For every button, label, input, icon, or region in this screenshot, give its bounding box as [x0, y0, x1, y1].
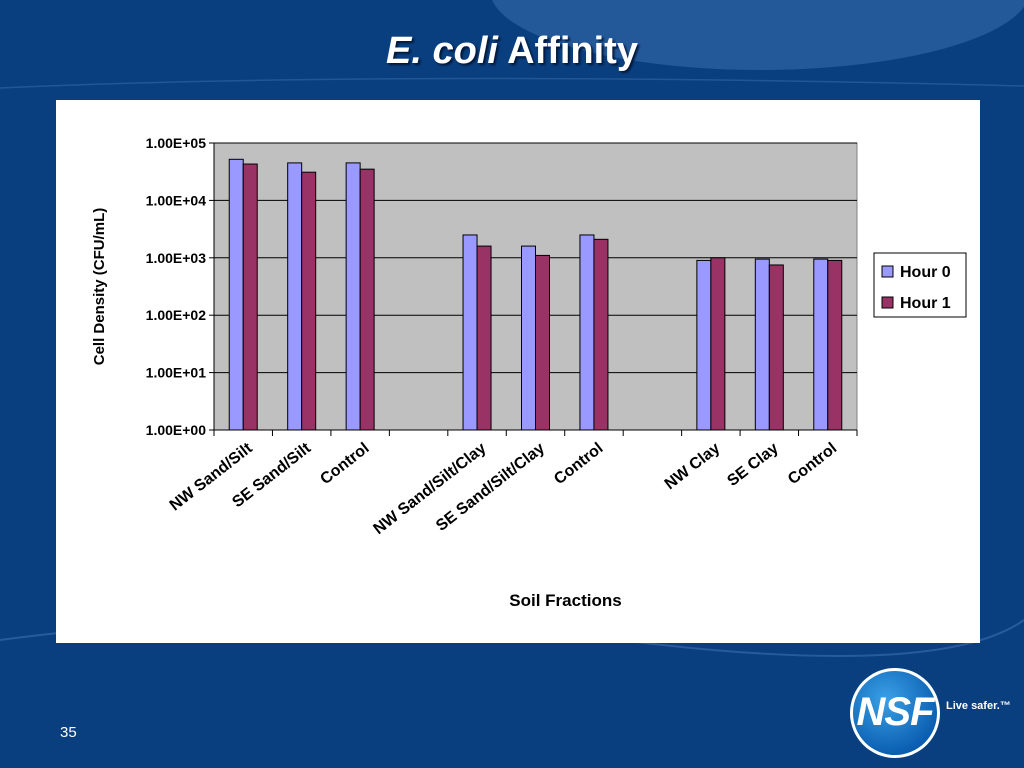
y-tick-label: 1.00E+01	[146, 365, 207, 381]
x-tick-label: NW Clay	[662, 440, 724, 493]
bar-hour-0	[345, 162, 361, 431]
y-tick-label: 1.00E+02	[146, 307, 207, 323]
bar-hour-0	[521, 245, 536, 431]
bar-hour-1	[827, 259, 843, 431]
y-axis-label: Cell Density (CFU/mL)	[91, 208, 108, 366]
bar-hour-1	[535, 254, 550, 431]
x-axis-label: Soil Fractions	[509, 591, 621, 610]
y-tick-label: 1.00E+04	[146, 192, 207, 208]
x-tick-label: Control	[785, 440, 840, 488]
bar-chart: 1.00E+00 1.00E+01 1.00E+02 1.00E+03 1.00E+04…	[91, 135, 967, 610]
slide-number: 35	[60, 724, 77, 741]
nsf-logo: NSF	[850, 668, 940, 758]
y-tick-label: 1.00E+03	[146, 250, 207, 266]
bar-hour-1	[768, 264, 784, 431]
x-tick-label: NW Sand/Silt/Clay	[370, 440, 489, 538]
bar-hour-0	[228, 158, 244, 431]
legend-label: Hour 0	[900, 264, 951, 281]
bar-hour-0	[579, 234, 595, 431]
bar-hour-1	[242, 163, 258, 431]
y-tick-label: 1.00E+05	[146, 135, 207, 151]
tagline: Live safer.™	[946, 700, 1011, 712]
x-tick-label: Control	[551, 440, 606, 488]
bar-hour-0	[462, 234, 478, 431]
bar-hour-1	[476, 245, 492, 431]
slide-title-italic: E. coli	[386, 30, 498, 72]
x-tick-label: SE Clay	[724, 440, 782, 490]
x-tick-label: Control	[317, 440, 372, 488]
bar-hour-0	[696, 259, 712, 431]
legend-swatch	[881, 296, 894, 309]
legend-label: Hour 1	[900, 295, 951, 312]
x-tick-label: SE Sand/Silt/Clay	[433, 440, 548, 535]
bar-hour-1	[710, 257, 726, 431]
y-tick-label: 1.00E+00	[146, 422, 207, 438]
bar-hour-1	[593, 238, 609, 431]
nsf-logo-text: NSF	[856, 690, 935, 734]
legend-swatch	[881, 265, 894, 278]
chart-panel: 1.00E+00 1.00E+01 1.00E+02 1.00E+03 1.00E+04…	[56, 100, 980, 643]
bar-hour-0	[813, 258, 829, 431]
bar-hour-0	[287, 162, 303, 431]
bar-hour-1	[359, 168, 375, 431]
bar-hour-0	[754, 258, 770, 431]
slide-title-rest: Affinity	[507, 30, 638, 72]
slide-title: E. coli Affinity	[0, 30, 1024, 73]
bar-hour-1	[301, 171, 317, 431]
